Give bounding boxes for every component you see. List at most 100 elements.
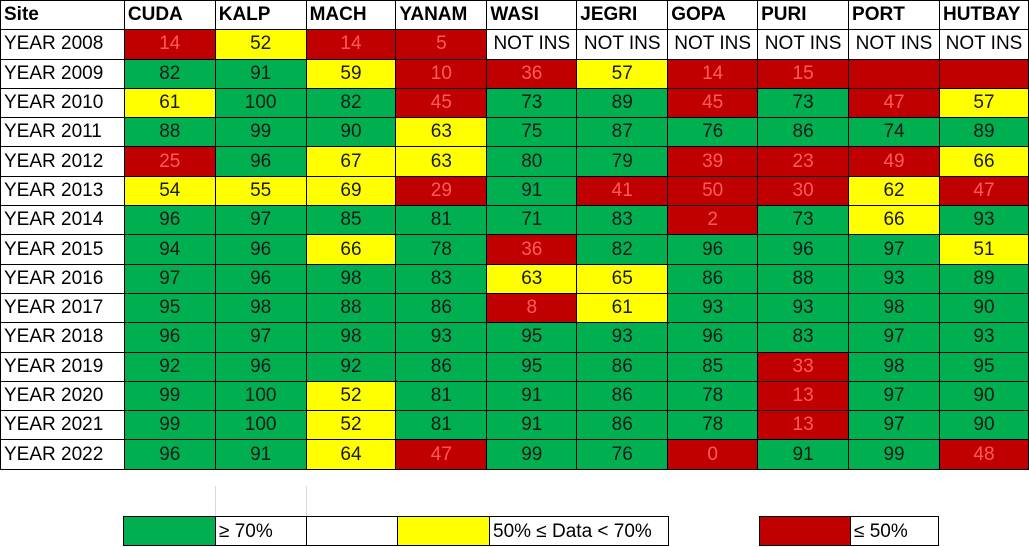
table-cell: 59: [305, 58, 397, 89]
column-header-wasi: WASI: [486, 0, 578, 31]
table-cell: 36: [486, 234, 578, 265]
table-cell: 54: [123, 175, 216, 207]
table-cell: 100: [214, 87, 307, 119]
table-cell: 97: [123, 263, 216, 294]
table-cell: 89: [938, 263, 1029, 294]
column-header-mach: MACH: [305, 0, 397, 31]
table-cell: 91: [486, 410, 578, 441]
table-cell: 85: [305, 205, 397, 236]
table-cell: 93: [757, 292, 850, 324]
table-cell: 65: [576, 263, 669, 294]
gridline: [215, 486, 216, 516]
table-cell: 63: [486, 263, 578, 294]
table-cell: 36: [486, 58, 578, 89]
table-cell: 100: [214, 410, 307, 441]
table-cell: 99: [848, 439, 940, 470]
table-cell: 23: [757, 146, 850, 177]
table-cell: 97: [214, 322, 307, 353]
table-cell: 63: [395, 146, 488, 177]
row-label: YEAR 2009: [0, 58, 125, 89]
table-cell: 91: [757, 439, 850, 470]
table-cell: 83: [576, 205, 669, 236]
table-cell: 96: [667, 322, 759, 353]
table-cell: 98: [305, 263, 397, 294]
table-cell: 86: [576, 380, 669, 412]
table-cell: 76: [576, 439, 669, 470]
table-cell: [938, 58, 1029, 89]
table-cell: 41: [576, 175, 669, 207]
table-cell: 86: [395, 292, 488, 324]
legend-yellow-swatch: [397, 516, 490, 546]
table-cell: NOT INS: [848, 29, 940, 60]
table-cell: 89: [576, 87, 669, 119]
table-row: YEAR 2014 96 97 85 81 71 83 2 73 66 93: [0, 205, 1029, 236]
table-cell: 47: [938, 175, 1029, 207]
table-cell: NOT INS: [486, 29, 578, 60]
table-cell: 73: [757, 87, 850, 119]
table-cell: 97: [848, 380, 940, 412]
table-cell: 86: [667, 263, 759, 294]
column-header-yanam: YANAM: [395, 0, 488, 31]
table-cell: 96: [214, 146, 307, 177]
table-cell: 33: [757, 351, 850, 382]
table-cell: 99: [123, 380, 216, 412]
table-cell: 92: [305, 351, 397, 382]
table-cell: 95: [486, 351, 578, 382]
row-label: YEAR 2008: [0, 29, 125, 60]
table-cell: 90: [938, 410, 1029, 441]
header-row: Site CUDA KALP MACH YANAM WASI JEGRI GOPA PURI PO…: [0, 0, 1029, 31]
header-site: Site: [0, 0, 125, 31]
table-row: YEAR 2020 99 100 52 81 91 86 78 13 97 90: [0, 380, 1029, 412]
table-cell: 30: [757, 175, 850, 207]
table-cell: 86: [395, 351, 488, 382]
table-cell: 47: [848, 87, 940, 119]
table-row: YEAR 2016 97 96 98 83 63 65 86 88 93 89: [0, 263, 1029, 294]
table-cell: 96: [757, 234, 850, 265]
column-header-jegri: JEGRI: [576, 0, 669, 31]
table-cell: NOT INS: [757, 29, 850, 60]
table-cell: 97: [848, 322, 940, 353]
table-cell: 87: [576, 117, 669, 148]
table-cell: 95: [123, 292, 216, 324]
table-cell: 95: [486, 322, 578, 353]
table-cell: 8: [486, 292, 578, 324]
table-cell: 73: [486, 87, 578, 119]
legend-red-label: ≤ 50%: [850, 516, 939, 546]
table-cell: 85: [667, 351, 759, 382]
table-cell: [848, 58, 940, 89]
table-row: YEAR 2021 99 100 52 81 91 86 78 13 97 90: [0, 410, 1029, 441]
table-cell: 93: [576, 322, 669, 353]
table-cell: 82: [123, 58, 216, 89]
data-availability-table: Site CUDA KALP MACH YANAM WASI JEGRI GOPA PURI PO…: [0, 0, 1029, 470]
row-label: YEAR 2015: [0, 234, 125, 265]
legend-yellow-label: 50% ≤ Data < 70%: [489, 516, 669, 546]
table-cell: 98: [848, 292, 940, 324]
table-cell: 97: [848, 410, 940, 441]
table-cell: 93: [395, 322, 488, 353]
legend-green-swatch: [123, 516, 216, 546]
row-label: YEAR 2020: [0, 380, 125, 412]
column-header-cuda: CUDA: [123, 0, 216, 31]
row-label: YEAR 2016: [0, 263, 125, 294]
table-cell: 49: [848, 146, 940, 177]
column-header-puri: PURI: [757, 0, 850, 31]
column-header-gopa: GOPA: [667, 0, 759, 31]
table-cell: 2: [667, 205, 759, 236]
table-cell: 96: [214, 351, 307, 382]
table-row: YEAR 2008 14 52 14 5 NOT INS NOT INS NOT INS NOT…: [0, 29, 1029, 60]
table-cell: 98: [214, 292, 307, 324]
table-cell: 86: [576, 410, 669, 441]
table-cell: 78: [667, 380, 759, 412]
table-cell: 5: [395, 29, 488, 60]
table-row: YEAR 2009 82 91 59 10 36 57 14 15: [0, 58, 1029, 89]
table-cell: 14: [123, 29, 216, 60]
column-header-kalp: KALP: [214, 0, 307, 31]
table-row: YEAR 2018 96 97 98 93 95 93 96 83 97 93: [0, 322, 1029, 353]
table-cell: 66: [848, 205, 940, 236]
table-cell: 63: [395, 117, 488, 148]
table-cell: 83: [395, 263, 488, 294]
table-cell: 81: [395, 410, 488, 441]
table-cell: 61: [576, 292, 669, 324]
table-cell: 67: [305, 146, 397, 177]
table-cell: 91: [486, 175, 578, 207]
